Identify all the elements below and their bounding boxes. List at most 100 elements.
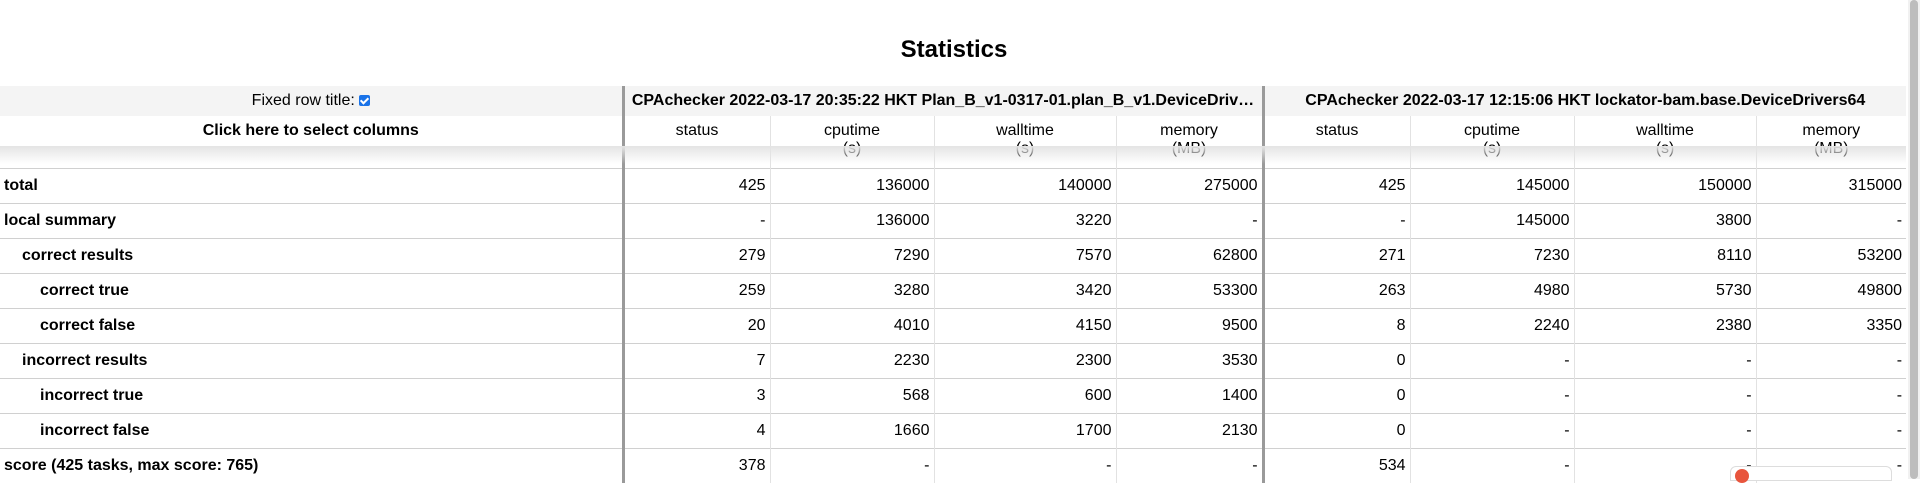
table-cell: 425	[1263, 169, 1410, 204]
table-cell: 145000	[1410, 204, 1574, 239]
table-cell: 136000	[770, 169, 934, 204]
table-cell: 0	[1263, 344, 1410, 379]
table-cell: 0	[1263, 414, 1410, 449]
table-cell: 62800	[1116, 239, 1263, 274]
table-cell: -	[770, 449, 934, 483]
row-label: correct results	[0, 239, 623, 274]
table-cell: 3350	[1756, 309, 1906, 344]
table-cell: 263	[1263, 274, 1410, 309]
table-cell: 20	[623, 309, 770, 344]
table-cell: 145000	[1410, 169, 1574, 204]
table-row: score (425 tasks, max score: 765)378---5…	[0, 449, 1906, 483]
table-cell: 2240	[1410, 309, 1574, 344]
run-header-2[interactable]: CPAchecker 2022-03-17 12:15:06 HKT locka…	[1263, 86, 1906, 116]
row-label: incorrect false	[0, 414, 623, 449]
table-cell: 7230	[1410, 239, 1574, 274]
table-cell: -	[1116, 449, 1263, 483]
table-cell: 1700	[934, 414, 1116, 449]
scrollbar-thumb[interactable]	[1910, 0, 1918, 479]
table-cell: 7290	[770, 239, 934, 274]
table-cell: 600	[934, 379, 1116, 414]
table-cell: -	[1756, 414, 1906, 449]
column-header-walltime[interactable]: walltime(s)	[934, 116, 1116, 169]
table-cell: -	[1410, 414, 1574, 449]
table-cell: 53200	[1756, 239, 1906, 274]
table-cell: 2380	[1574, 309, 1756, 344]
table-cell: 425	[623, 169, 770, 204]
table-cell: 49800	[1756, 274, 1906, 309]
table-cell: -	[1756, 344, 1906, 379]
table-cell: -	[1410, 379, 1574, 414]
row-label: incorrect true	[0, 379, 623, 414]
page-title: Statistics	[0, 36, 1908, 64]
table-cell: 3420	[934, 274, 1116, 309]
table-cell: 3220	[934, 204, 1116, 239]
column-header-status[interactable]: status	[1263, 116, 1410, 169]
table-cell: 9500	[1116, 309, 1263, 344]
table-cell: -	[1756, 204, 1906, 239]
table-cell: 3	[623, 379, 770, 414]
fixed-row-title-label: Fixed row title:	[252, 92, 355, 109]
table-cell: 53300	[1116, 274, 1263, 309]
table-cell: 4	[623, 414, 770, 449]
row-label: incorrect results	[0, 344, 623, 379]
table-cell: -	[934, 449, 1116, 483]
column-header-status[interactable]: status	[623, 116, 770, 169]
column-header-walltime[interactable]: walltime(s)	[1574, 116, 1756, 169]
select-columns-button[interactable]: Click here to select columns	[0, 116, 623, 169]
column-header-memory[interactable]: memory(MB)	[1116, 116, 1263, 169]
table-cell: 4010	[770, 309, 934, 344]
column-header-row: Click here to select columns status cput…	[0, 116, 1906, 169]
table-cell: 3280	[770, 274, 934, 309]
row-label: correct false	[0, 309, 623, 344]
table-cell: 2230	[770, 344, 934, 379]
row-label: correct true	[0, 274, 623, 309]
run-header-row: Fixed row title: CPAchecker 2022-03-17 2…	[0, 86, 1906, 116]
table-cell: 4980	[1410, 274, 1574, 309]
table-cell: 7570	[934, 239, 1116, 274]
column-header-cputime[interactable]: cputime(s)	[1410, 116, 1574, 169]
statistics-table: Fixed row title: CPAchecker 2022-03-17 2…	[0, 86, 1906, 483]
table-cell: 3800	[1574, 204, 1756, 239]
fixed-row-title-toggle[interactable]: Fixed row title:	[0, 86, 623, 116]
table-cell: 3530	[1116, 344, 1263, 379]
vertical-scrollbar[interactable]	[1908, 0, 1920, 479]
table-cell: -	[1756, 379, 1906, 414]
table-cell: -	[1574, 449, 1756, 483]
table-cell: 8	[1263, 309, 1410, 344]
row-label: local summary	[0, 204, 623, 239]
widget-icon	[1735, 469, 1749, 483]
row-label: score (425 tasks, max score: 765)	[0, 449, 623, 483]
table-cell: 275000	[1116, 169, 1263, 204]
table-cell: 136000	[770, 204, 934, 239]
column-header-cputime[interactable]: cputime(s)	[770, 116, 934, 169]
table-cell: 259	[623, 274, 770, 309]
table-cell: 150000	[1574, 169, 1756, 204]
table-cell: 1400	[1116, 379, 1263, 414]
table-cell: 140000	[934, 169, 1116, 204]
table-cell: 2300	[934, 344, 1116, 379]
table-cell: -	[1574, 344, 1756, 379]
table-cell: -	[1574, 414, 1756, 449]
table-cell: 5730	[1574, 274, 1756, 309]
table-cell: -	[1574, 379, 1756, 414]
table-cell: -	[1410, 344, 1574, 379]
fixed-row-title-checkbox[interactable]	[359, 95, 370, 106]
row-label: total	[0, 169, 623, 204]
table-cell: 1660	[770, 414, 934, 449]
table-cell: 0	[1263, 379, 1410, 414]
column-header-memory[interactable]: memory(MB)	[1756, 116, 1906, 169]
run-header-1[interactable]: CPAchecker 2022-03-17 20:35:22 HKT Plan_…	[623, 86, 1263, 116]
table-cell: -	[623, 204, 770, 239]
table-cell: 534	[1263, 449, 1410, 483]
table-cell: 2130	[1116, 414, 1263, 449]
